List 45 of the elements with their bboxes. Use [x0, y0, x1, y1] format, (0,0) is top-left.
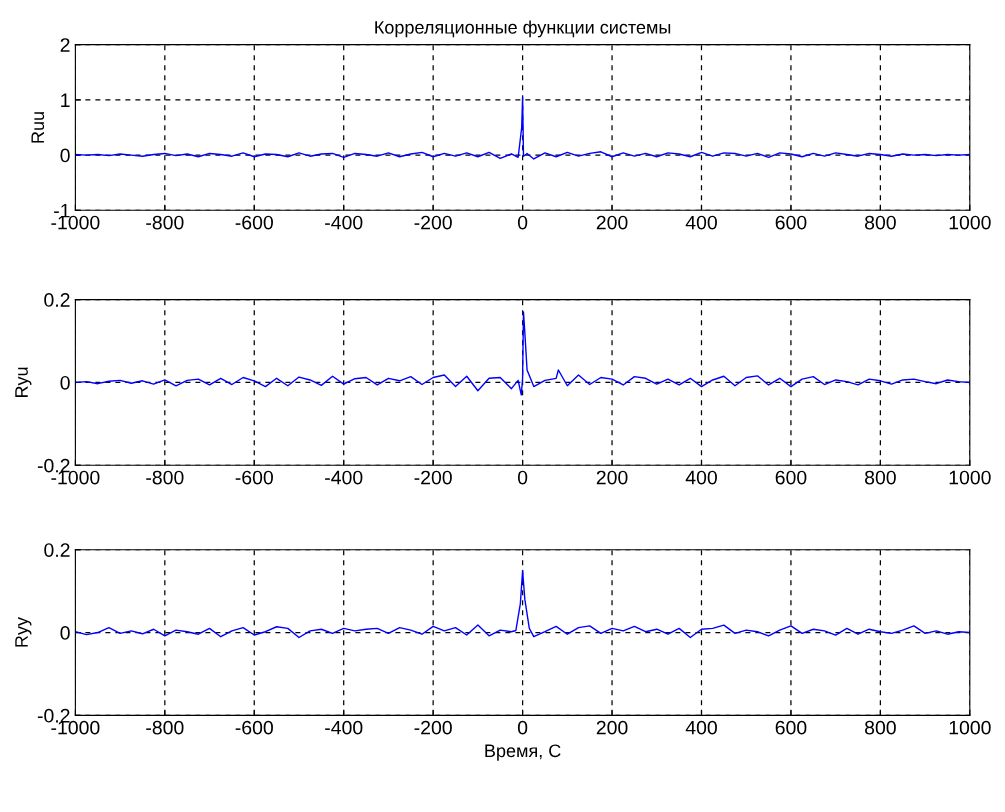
chart-title: Корреляционные функции системы: [375, 20, 671, 38]
y-tick-label: 0: [60, 375, 70, 390]
line-series: [75, 311, 970, 396]
x-tick-label: -400: [325, 470, 363, 485]
x-tick-label: -600: [235, 470, 273, 485]
x-tick-label: 0: [517, 215, 528, 230]
x-tick-label: 800: [865, 215, 896, 230]
y-tick-label: 0.2: [44, 543, 70, 557]
x-tick-label: 200: [596, 215, 628, 230]
x-tick-label: -600: [235, 720, 273, 735]
y-tick-label: 2: [60, 38, 70, 52]
x-tick-label: 600: [775, 720, 807, 735]
x-tick-label: -800: [146, 215, 184, 230]
y-axis-title: Ryu: [15, 367, 32, 398]
x-tick-label: 0: [517, 470, 528, 485]
x-tick-label: -800: [146, 720, 184, 735]
x-tick-label: 400: [685, 720, 717, 735]
x-tick-label: -800: [146, 470, 184, 485]
x-tick-label: 600: [775, 470, 807, 485]
x-tick-label: 1000: [949, 470, 991, 485]
y-axis-title: Ruu: [31, 112, 45, 143]
x-axis-title: Время, С: [485, 744, 561, 761]
y-tick-label: 0: [60, 626, 70, 640]
x-tick-label: 1000: [949, 720, 991, 735]
y-axis-title: Ryy: [15, 617, 32, 647]
x-tick-label: 0: [517, 720, 528, 735]
y-tick-label: 1: [61, 93, 70, 107]
x-tick-label: 400: [685, 215, 717, 230]
x-tick-label: -400: [325, 720, 363, 735]
y-tick-label: 0: [60, 148, 70, 163]
x-tick-label: -400: [325, 215, 363, 230]
x-tick-label: 800: [865, 470, 896, 485]
x-tick-label: -200: [414, 720, 452, 735]
x-tick-label: 600: [775, 215, 807, 230]
y-tick-label: 0.2: [44, 293, 70, 307]
x-tick-label: -200: [414, 215, 452, 230]
x-tick-label: -200: [414, 470, 452, 485]
x-tick-label: 400: [685, 470, 717, 485]
line-series: [75, 96, 970, 160]
line-series: [75, 569, 970, 639]
x-tick-label: 800: [865, 720, 896, 735]
x-tick-label: 1000: [949, 215, 991, 230]
x-tick-label: -600: [235, 215, 273, 230]
x-tick-label: 200: [596, 720, 628, 735]
x-tick-label: 200: [596, 470, 628, 485]
